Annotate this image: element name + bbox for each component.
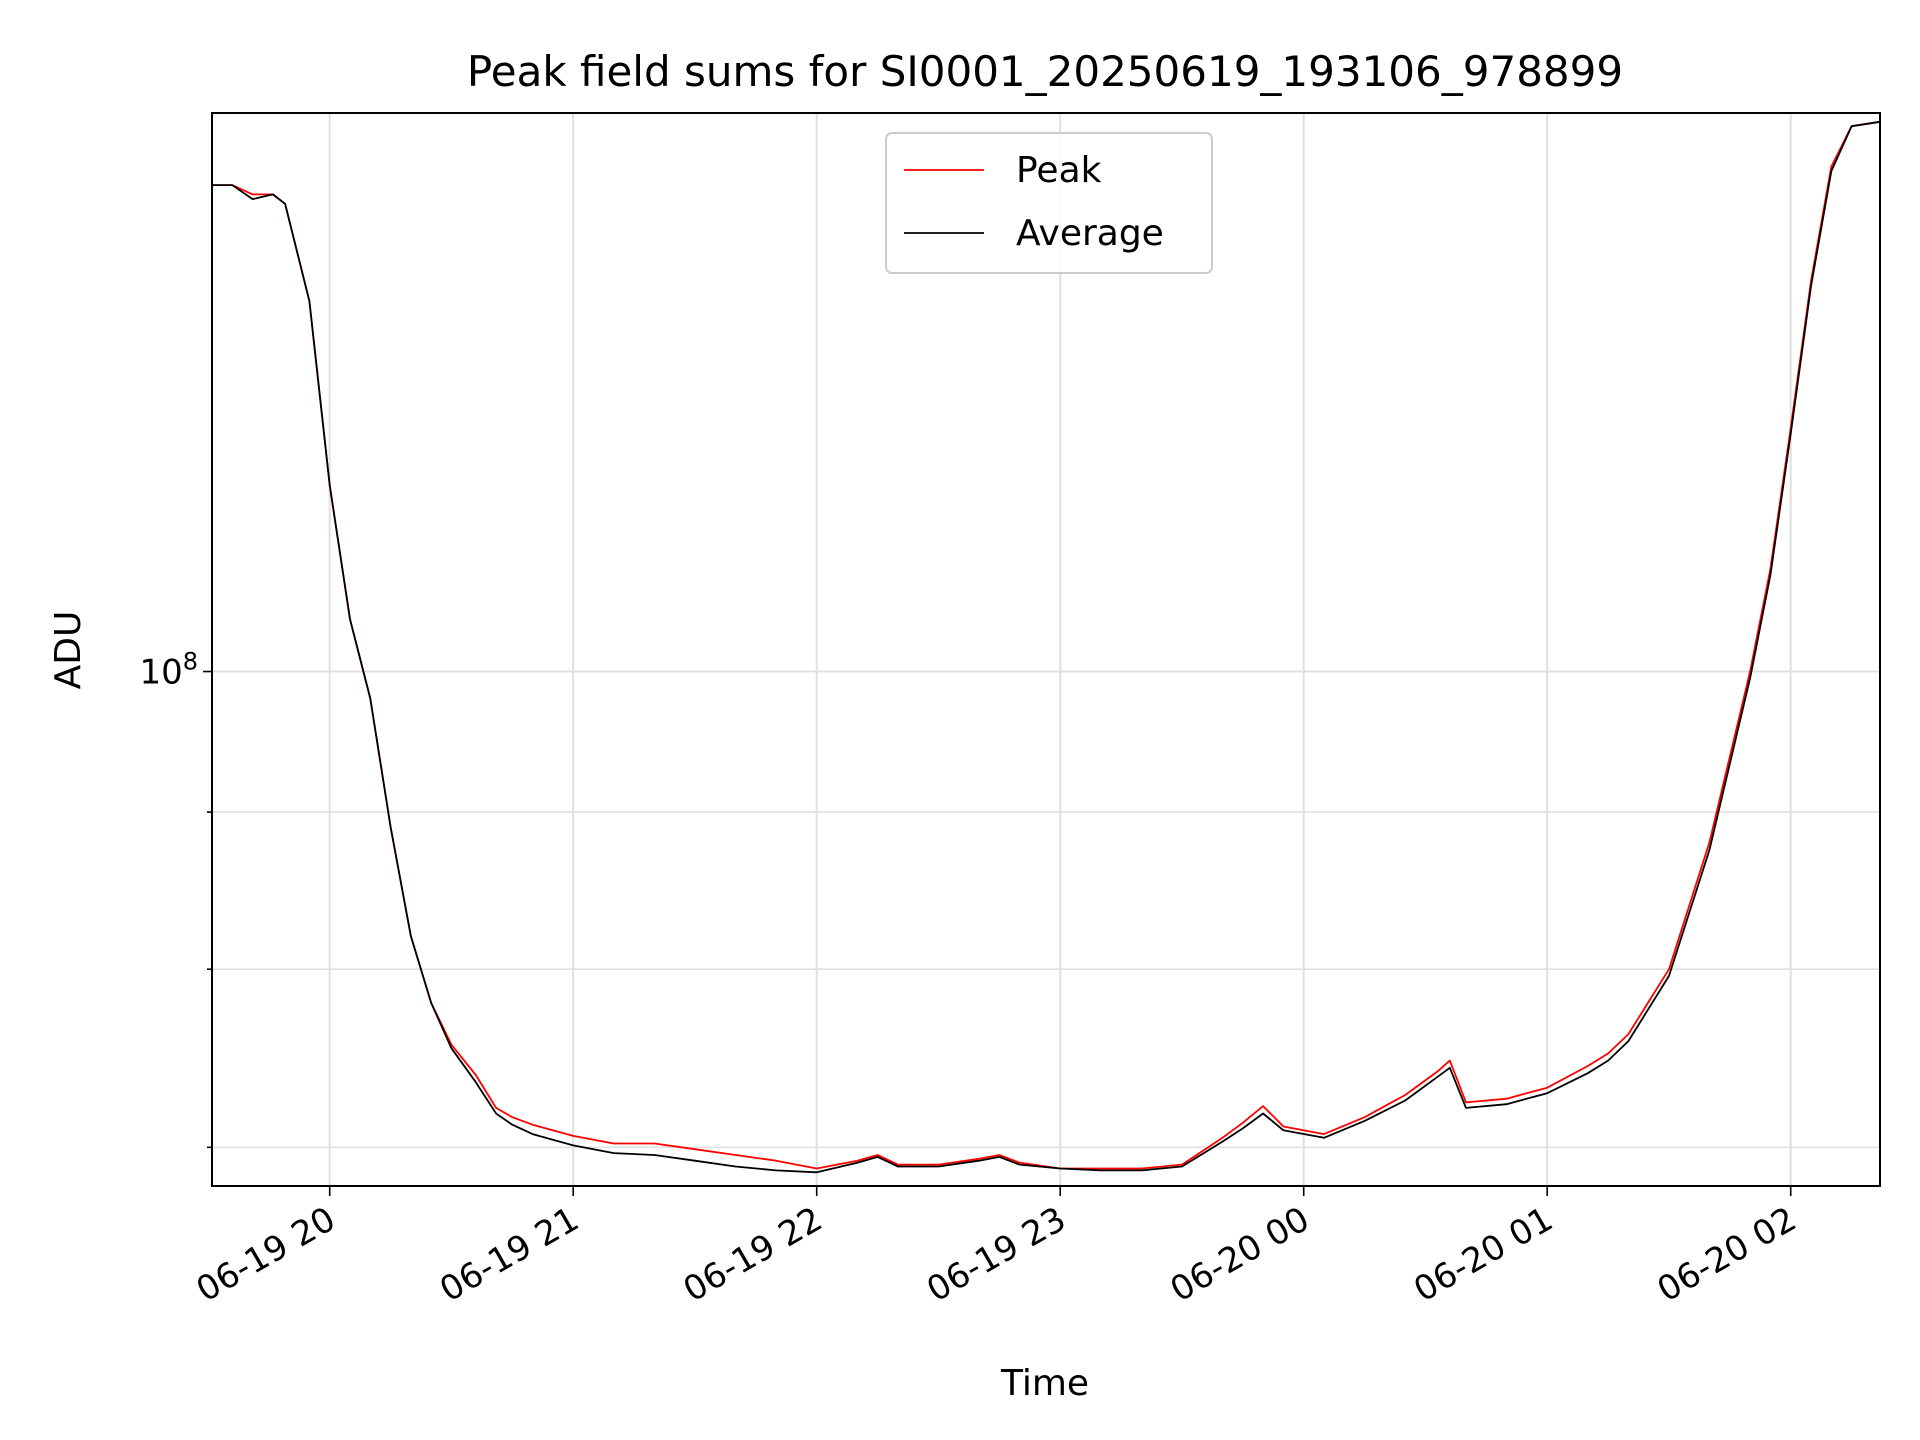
- legend-label-average: Average: [1016, 213, 1164, 254]
- legend: Peak Average: [885, 132, 1213, 274]
- legend-label-peak: Peak: [1016, 150, 1102, 191]
- plot-area-frame: [211, 112, 1881, 1187]
- y-tick-label: 108: [139, 648, 198, 693]
- y-axis-label: ADU: [48, 611, 89, 690]
- y-axis: 108: [139, 648, 212, 1149]
- series-line-average: [212, 120, 1881, 1174]
- grid: [212, 113, 1880, 1186]
- chart-title: Peak field sums for SI0001_20250619_1931…: [467, 47, 1623, 96]
- legend-box: [885, 132, 1213, 274]
- x-axis-label: Time: [1000, 1363, 1089, 1404]
- series-layer: [212, 120, 1881, 1174]
